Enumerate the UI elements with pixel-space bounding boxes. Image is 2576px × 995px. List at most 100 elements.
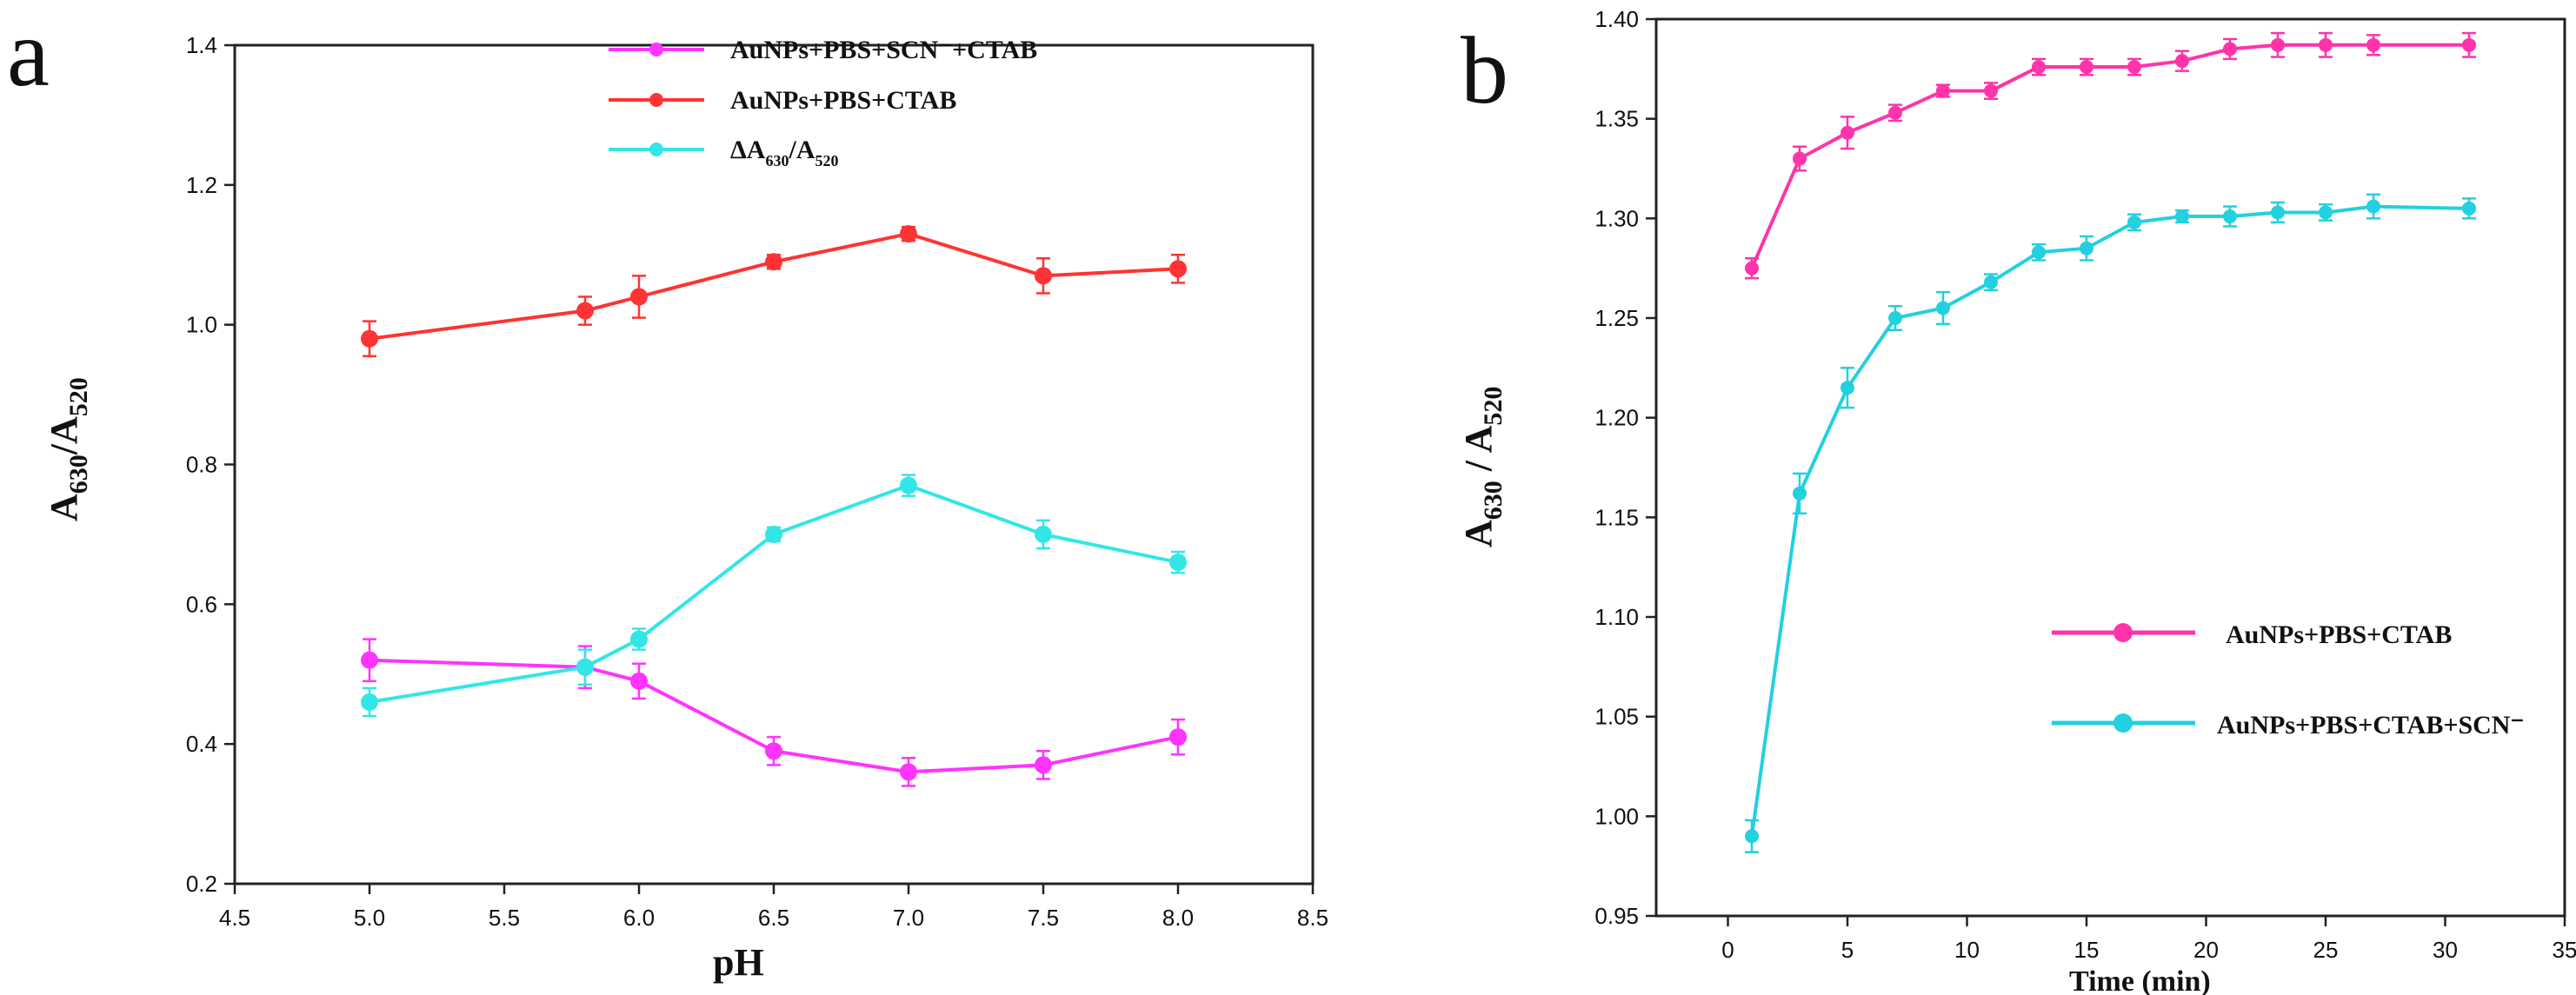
legend-marker [2113, 713, 2133, 733]
x-tick-label: 4.5 [219, 905, 250, 931]
x-tick-label: 5 [1841, 937, 1854, 963]
y-tick-label: 1.35 [1594, 106, 1639, 132]
data-point [1840, 125, 1854, 140]
legend-marker [649, 143, 663, 156]
data-point [630, 288, 648, 306]
data-point [576, 302, 594, 320]
x-tick-label: 7.0 [893, 905, 924, 931]
data-point [2032, 60, 2046, 75]
legend-label: AuNPs+PBS+CTAB [2226, 620, 2452, 649]
y-tick-label: 0.8 [186, 452, 217, 478]
data-point [765, 525, 782, 543]
legend-label: AuNPs+PBS+CTAB+SCN⁻ [2217, 711, 2524, 740]
panel-b-legend: AuNPs+PBS+CTAB AuNPs+PBS+CTAB+SCN⁻ [2052, 620, 2524, 740]
y-tick-label: 0.95 [1594, 903, 1639, 929]
x-tick-label: 7.5 [1028, 905, 1059, 931]
legend-marker [649, 93, 663, 107]
y-tick-label: 1.2 [186, 172, 217, 198]
data-point [2223, 209, 2237, 224]
data-point [630, 630, 648, 648]
data-point [1169, 728, 1187, 746]
data-point [2223, 42, 2237, 56]
series-0 [361, 638, 1187, 787]
data-point [2319, 205, 2333, 220]
data-point [1888, 105, 1902, 120]
legend-label: AuNPs+PBS+SCN⁻+CTAB [730, 36, 1037, 64]
legend-label: ΔA630/A520 [730, 136, 838, 169]
x-tick-label: 0 [1721, 937, 1734, 963]
panel-a: a 4.5 5.0 5.5 6.0 6.5 7.0 7.5 8.0 8.5 0.2 0.4 0.6 0.… [7, 0, 1328, 984]
data-point [765, 742, 782, 760]
data-point [2080, 241, 2093, 255]
data-point [2032, 245, 2046, 260]
x-tick-label: 35 [2553, 937, 2576, 963]
y-tick-label: 1.4 [186, 32, 217, 58]
data-point [1984, 275, 1998, 289]
x-tick-label: 6.5 [758, 905, 789, 931]
data-point [2127, 60, 2141, 75]
panel-b-x-axis-label: Time (min) [2069, 965, 2211, 995]
legend-item-delta: ΔA630/A520 [609, 136, 838, 169]
data-point [900, 225, 917, 243]
x-tick-label: 8.0 [1162, 905, 1194, 931]
series-0 [1745, 31, 2476, 280]
data-point [1745, 829, 1759, 844]
y-tick-label: 1.05 [1594, 704, 1639, 730]
series-line [369, 232, 1179, 341]
panel-a-legend: AuNPs+PBS+SCN⁻+CTAB AuNPs+PBS+CTAB ΔA630… [609, 36, 1037, 169]
legend-item-pbs-ctab: AuNPs+PBS+CTAB [609, 86, 956, 115]
data-point [2462, 201, 2476, 216]
x-tick-label: 5.0 [354, 905, 385, 931]
data-point [1793, 151, 1807, 166]
data-point [2271, 205, 2285, 220]
data-point [1035, 267, 1052, 285]
data-point [1888, 311, 1902, 325]
y-tick-label: 1.15 [1594, 504, 1639, 530]
data-point [900, 476, 917, 494]
y-tick-label: 1.0 [186, 312, 217, 338]
data-point [1936, 301, 1950, 315]
panel-b: b 0 5 10 15 20 25 30 35 0.95 1.00 1.05 1.10 1.15 1.20… [1457, 6, 2576, 995]
data-point [2366, 37, 2380, 52]
y-tick-label: 1.10 [1594, 604, 1639, 630]
data-point [361, 651, 378, 669]
y-tick-label: 0.2 [186, 871, 217, 897]
data-point [2080, 60, 2093, 75]
data-point [361, 329, 378, 348]
panel-a-x-axis-label: pH [713, 941, 764, 984]
panel-a-label: a [7, 0, 50, 106]
data-point [900, 763, 917, 781]
y-tick-label: 1.00 [1594, 803, 1639, 829]
data-point [2462, 37, 2476, 52]
panel-b-y-axis-label: A630 / A520 [1457, 387, 1508, 547]
y-tick-label: 1.30 [1594, 205, 1639, 231]
legend-item-pbs-ctab: AuNPs+PBS+CTAB [2052, 620, 2452, 649]
series-1 [361, 225, 1187, 358]
legend-marker [2113, 623, 2133, 642]
data-point [1169, 260, 1187, 278]
x-tick-label: 8.5 [1297, 905, 1328, 931]
legend-item-scn-ctab: AuNPs+PBS+SCN⁻+CTAB [609, 36, 1037, 64]
y-tick-label: 0.4 [186, 731, 217, 757]
data-point [2175, 209, 2189, 224]
panel-b-plot-frame [1654, 17, 2566, 918]
panel-a-y-axis-label: A630/A520 [43, 377, 93, 521]
data-point [2319, 37, 2333, 52]
data-point [1793, 486, 1807, 501]
data-point [630, 672, 648, 690]
data-point [1984, 83, 1998, 98]
data-point [1840, 381, 1854, 395]
series-line [1750, 204, 2470, 837]
data-point [1169, 554, 1187, 572]
x-tick-label: 6.0 [623, 905, 655, 931]
x-tick-label: 5.5 [489, 905, 520, 931]
series-1 [1745, 193, 2476, 853]
data-point [1936, 83, 1950, 98]
x-tick-label: 25 [2313, 937, 2339, 963]
data-point [361, 693, 378, 711]
data-point [1745, 261, 1759, 275]
data-point [1035, 525, 1052, 543]
panel-b-label: b [1461, 17, 1508, 123]
data-point [2271, 37, 2285, 52]
